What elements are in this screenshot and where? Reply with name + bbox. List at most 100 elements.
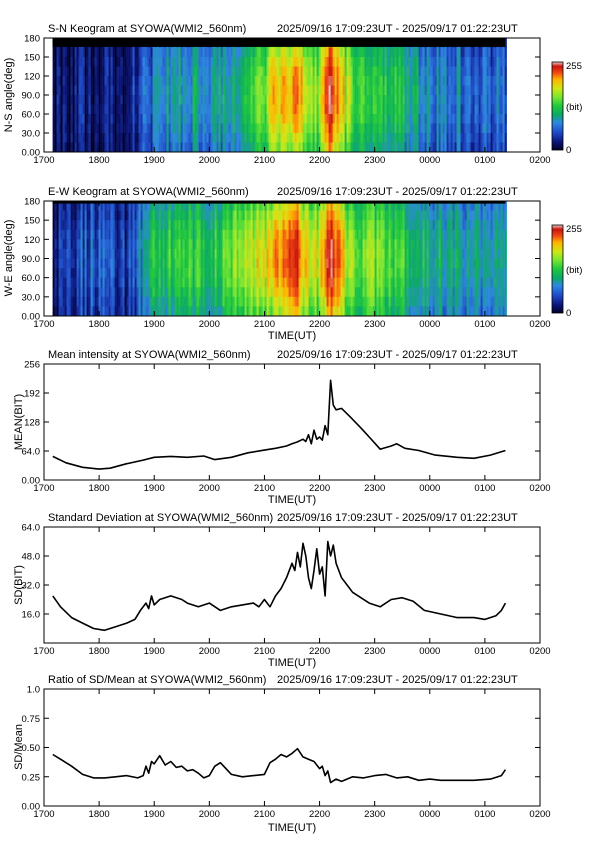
sn-keogram-pixel-column — [154, 66, 157, 77]
ew-keogram-pixel-column — [270, 239, 273, 250]
sn-keogram-pixel-column — [186, 85, 189, 96]
ew-keogram-pixel-column — [74, 210, 77, 221]
ew-keogram-pixel-column — [66, 201, 69, 211]
ew-keogram-pixel-column — [150, 201, 153, 211]
ew-keogram-pixel-column — [274, 248, 277, 259]
sn-keogram-pixel-column — [248, 133, 251, 143]
sn-keogram-pixel-column — [288, 142, 291, 153]
ew-keogram-pixel-column — [238, 296, 241, 307]
sn-keogram-pixel-column — [356, 95, 359, 105]
sn-keogram-pixel-column — [180, 114, 183, 124]
sn-keogram-pixel-column — [232, 47, 235, 58]
ew-keogram-pixel-column — [238, 306, 241, 317]
sn-keogram-pixel-column — [384, 95, 387, 105]
ew-keogram-pixel-column — [260, 201, 263, 211]
sn-keogram-pixel-column — [274, 142, 277, 153]
sn-keogram-pixel-column — [372, 85, 375, 96]
sn-keogram-pixel-column — [382, 66, 385, 77]
sn-keogram-pixel-column — [96, 76, 99, 86]
ew-keogram-pixel-column — [88, 239, 91, 250]
ew-keogram-pixel-column — [382, 248, 385, 259]
sn-keogram-pixel-column — [200, 95, 203, 105]
sn-keogram-pixel-column — [192, 142, 195, 153]
ew-keogram-pixel-column — [382, 306, 385, 317]
sn-keogram-pixel-column — [396, 123, 399, 134]
sn-keogram-pixel-column — [324, 47, 327, 58]
ew-keogram-pixel-column — [394, 229, 397, 240]
ew-keogram-pixel-column — [178, 287, 181, 298]
ew-keogram-pixel-column — [148, 210, 151, 221]
sn-keogram-pixel-column — [448, 47, 451, 58]
sn-keogram-ytick-label: 120 — [24, 72, 40, 83]
ew-keogram-pixel-column — [264, 268, 267, 278]
sn-keogram-pixel-column — [384, 85, 387, 96]
sn-keogram-pixel-column — [238, 123, 241, 134]
sn-keogram-pixel-column — [210, 76, 213, 86]
ew-keogram-pixel-column — [134, 277, 137, 288]
sn-keogram-pixel-column — [170, 133, 173, 143]
ew-keogram-pixel-column — [84, 296, 87, 307]
sn-keogram-pixel-column — [130, 114, 133, 124]
ew-keogram-pixel-column — [392, 239, 395, 250]
ew-keogram-pixel-column — [62, 287, 65, 298]
ew-keogram-pixel-column — [60, 296, 63, 307]
ew-keogram-pixel-column — [282, 210, 285, 221]
sn-keogram-pixel-column — [164, 104, 167, 115]
ew-keogram-pixel-column — [268, 220, 271, 231]
ew-keogram-pixel-column — [326, 229, 329, 240]
sn-keogram-pixel-column — [60, 133, 63, 143]
ew-keogram-pixel-column — [182, 210, 185, 221]
sn-keogram-pixel-column — [330, 85, 333, 96]
sn-keogram-pixel-column — [244, 76, 247, 86]
ew-keogram-pixel-column — [374, 306, 377, 317]
sn-keogram-pixel-column — [230, 66, 233, 77]
sn-keogram-pixel-column — [380, 95, 383, 105]
ew-keogram-pixel-column — [194, 306, 197, 317]
sn-keogram-pixel-column — [270, 66, 273, 77]
sn-keogram-pixel-column — [390, 114, 393, 124]
sn-keogram-pixel-column — [436, 47, 439, 58]
sn-keogram-pixel-column — [118, 142, 121, 153]
sn-keogram-pixel-column — [184, 114, 187, 124]
sn-keogram-pixel-column — [258, 142, 261, 153]
ew-keogram-pixel-column — [214, 248, 217, 259]
sn-keogram-pixel-column — [402, 114, 405, 124]
sn-keogram-pixel-column — [352, 114, 355, 124]
ew-keogram-pixel-column — [94, 210, 97, 221]
sn-keogram-pixel-column — [500, 76, 503, 86]
ew-keogram-pixel-column — [338, 210, 341, 221]
sn-keogram-pixel-column — [106, 142, 109, 153]
ew-keogram-pixel-column — [306, 296, 309, 307]
ew-keogram-pixel-column — [282, 229, 285, 240]
sn-keogram-pixel-column — [410, 57, 413, 67]
ew-keogram-pixel-column — [378, 268, 381, 278]
ew-keogram-pixel-column — [74, 220, 77, 231]
sn-keogram-pixel-column — [290, 142, 293, 153]
ew-keogram-pixel-column — [230, 287, 233, 298]
ew-keogram-pixel-column — [348, 296, 351, 307]
sn-keogram-pixel-column — [332, 57, 335, 67]
ew-keogram-pixel-column — [288, 239, 291, 250]
sn-keogram-pixel-column — [174, 66, 177, 77]
sn-keogram-pixel-column — [272, 142, 275, 153]
sn-keogram-pixel-column — [164, 47, 167, 58]
sn-keogram-pixel-column — [254, 57, 257, 67]
sn-keogram-pixel-column — [446, 133, 449, 143]
ew-keogram-pixel-column — [200, 287, 203, 298]
ew-keogram-pixel-column — [302, 210, 305, 221]
ew-keogram-pixel-column — [340, 248, 343, 259]
sn-keogram-pixel-column — [316, 57, 319, 67]
sn-keogram-pixel-column — [334, 123, 337, 134]
ew-keogram-pixel-column — [118, 248, 121, 259]
sn-keogram-pixel-column — [484, 142, 487, 153]
ew-keogram-pixel-column — [202, 258, 205, 269]
ew-keogram-pixel-column — [356, 229, 359, 240]
sn-keogram-pixel-column — [224, 57, 227, 67]
ew-keogram-pixel-column — [158, 239, 161, 250]
sn-keogram-pixel-column — [424, 104, 427, 115]
ew-keogram-pixel-column — [194, 210, 197, 221]
sn-keogram-pixel-column — [402, 85, 405, 96]
sn-keogram-pixel-column — [120, 104, 123, 115]
sn-keogram-pixel-column — [270, 133, 273, 143]
sn-keogram-pixel-column — [156, 142, 159, 153]
